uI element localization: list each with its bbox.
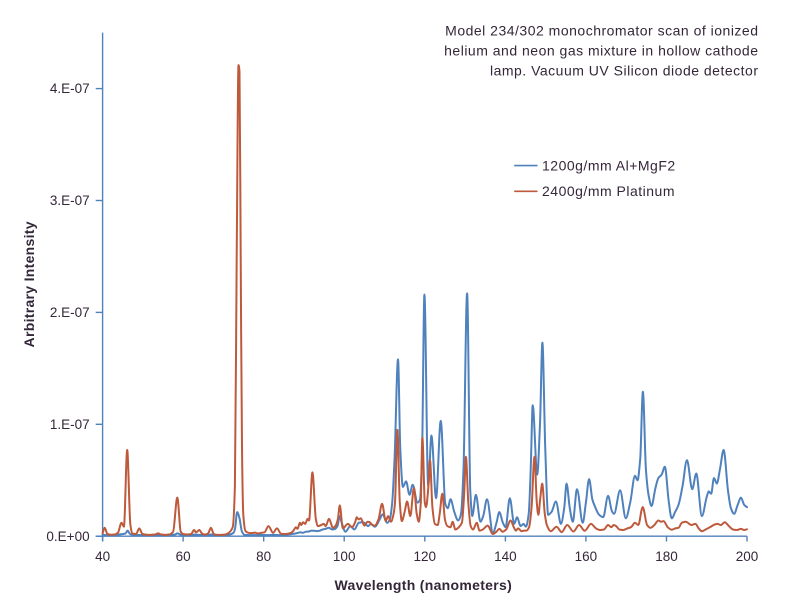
svg-text:lamp. Vacuum UV Silicon diode: lamp. Vacuum UV Silicon diode detector	[490, 63, 759, 79]
svg-text:100: 100	[333, 549, 356, 564]
svg-text:3.E-07: 3.E-07	[50, 193, 90, 208]
svg-text:40: 40	[95, 549, 110, 564]
svg-text:4.E-07: 4.E-07	[50, 81, 90, 96]
svg-text:1.E-07: 1.E-07	[50, 417, 90, 432]
svg-text:Arbitrary Intensity: Arbitrary Intensity	[21, 221, 37, 347]
svg-text:helium and neon gas mixture in: helium and neon gas mixture in hollow ca…	[444, 42, 758, 58]
svg-text:0.E+00: 0.E+00	[46, 529, 89, 544]
svg-text:1200g/mm Al+MgF2: 1200g/mm Al+MgF2	[542, 157, 676, 173]
svg-text:60: 60	[176, 549, 191, 564]
svg-text:120: 120	[414, 549, 437, 564]
svg-text:180: 180	[655, 549, 678, 564]
svg-text:80: 80	[256, 549, 271, 564]
svg-text:Model 234/302 monochromator sc: Model 234/302 monochromator scan of ioni…	[445, 22, 758, 38]
svg-text:2.E-07: 2.E-07	[50, 305, 90, 320]
svg-text:140: 140	[494, 549, 517, 564]
svg-text:2400g/mm Platinum: 2400g/mm Platinum	[542, 183, 675, 199]
svg-text:160: 160	[575, 549, 598, 564]
svg-text:200: 200	[736, 549, 759, 564]
svg-text:Wavelength (nanometers): Wavelength (nanometers)	[335, 577, 513, 593]
